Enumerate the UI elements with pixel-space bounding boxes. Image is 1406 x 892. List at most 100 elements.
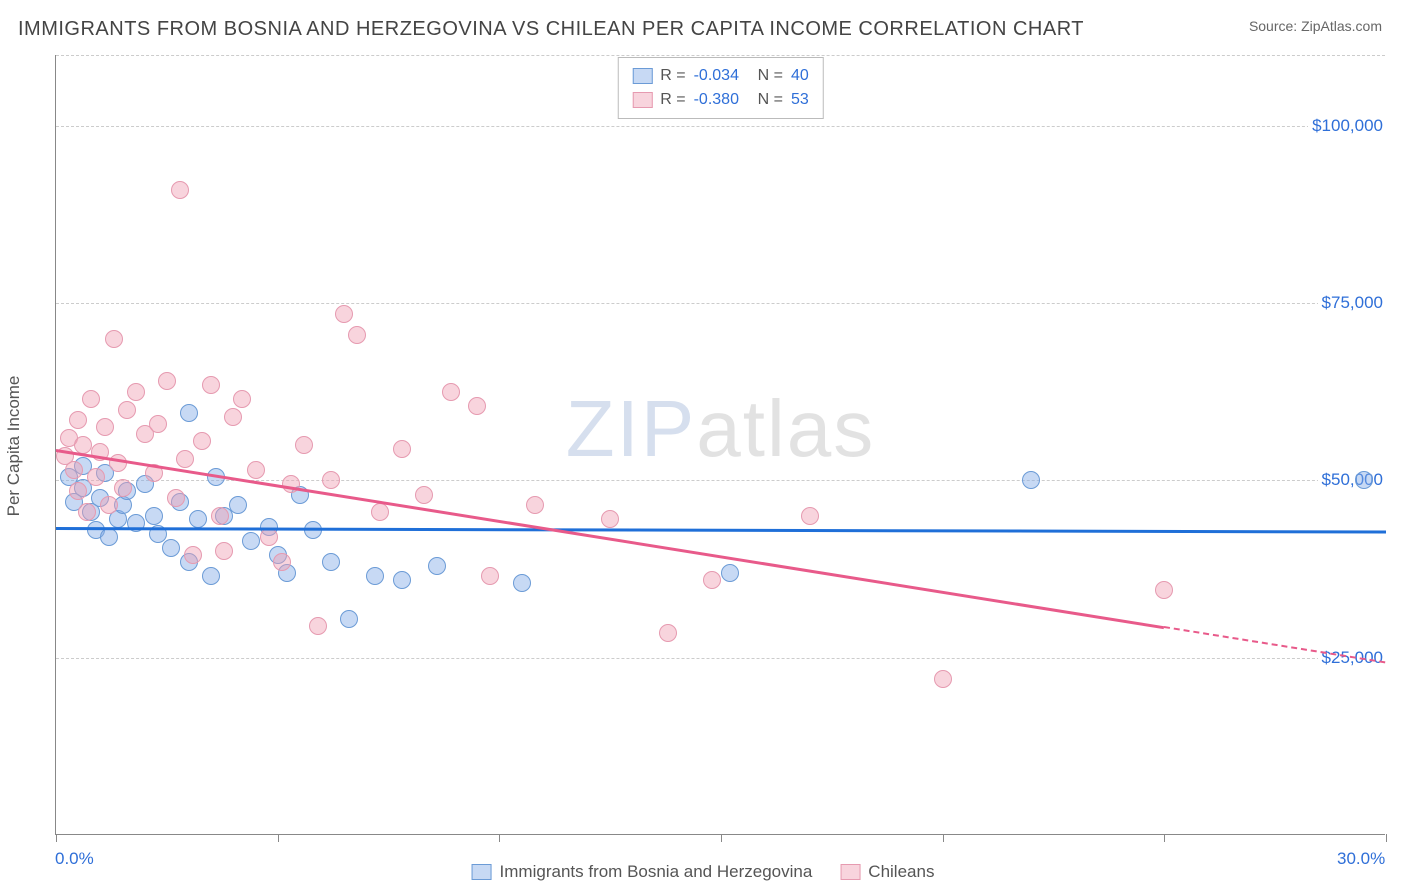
data-point-chileans xyxy=(335,305,353,323)
data-point-chileans xyxy=(659,624,677,642)
y-tick-label: $75,000 xyxy=(1318,293,1387,313)
legend-label: Immigrants from Bosnia and Herzegovina xyxy=(500,862,813,882)
data-point-bosnia xyxy=(242,532,260,550)
data-point-chileans xyxy=(393,440,411,458)
r-label: R = xyxy=(660,64,685,88)
data-point-chileans xyxy=(158,372,176,390)
data-point-chileans xyxy=(801,507,819,525)
gridline xyxy=(56,658,1385,659)
data-point-bosnia xyxy=(145,507,163,525)
r-value: -0.380 xyxy=(694,88,750,112)
data-point-chileans xyxy=(78,503,96,521)
correlation-legend: R = -0.034 N = 40R = -0.380 N = 53 xyxy=(617,57,823,119)
n-value: 40 xyxy=(791,64,809,88)
x-tick-label: 0.0% xyxy=(55,849,94,869)
data-point-chileans xyxy=(171,181,189,199)
plot-area: ZIPatlas R =-0.034N =40R =-0.380N =53 $2… xyxy=(55,55,1385,835)
data-point-bosnia xyxy=(340,610,358,628)
x-tick xyxy=(499,834,500,842)
gridline xyxy=(56,126,1385,127)
watermark: ZIPatlas xyxy=(566,383,875,475)
data-point-chileans xyxy=(1155,581,1173,599)
gridline xyxy=(56,303,1385,304)
x-tick xyxy=(1164,834,1165,842)
data-point-chileans xyxy=(322,471,340,489)
data-point-chileans xyxy=(167,489,185,507)
data-point-chileans xyxy=(442,383,460,401)
data-point-chileans xyxy=(481,567,499,585)
chart-title: IMMIGRANTS FROM BOSNIA AND HERZEGOVINA V… xyxy=(18,18,1084,41)
y-tick-label: $50,000 xyxy=(1318,470,1387,490)
data-point-chileans xyxy=(118,401,136,419)
data-point-chileans xyxy=(215,542,233,560)
data-point-chileans xyxy=(526,496,544,514)
legend-swatch xyxy=(472,864,492,880)
data-point-chileans xyxy=(184,546,202,564)
n-label: N = xyxy=(758,88,783,112)
data-point-chileans xyxy=(703,571,721,589)
data-point-chileans xyxy=(69,411,87,429)
data-point-chileans xyxy=(415,486,433,504)
gridline xyxy=(56,55,1385,56)
data-point-chileans xyxy=(109,454,127,472)
data-point-chileans xyxy=(348,326,366,344)
data-point-chileans xyxy=(233,390,251,408)
data-point-chileans xyxy=(96,418,114,436)
data-point-bosnia xyxy=(393,571,411,589)
data-point-chileans xyxy=(100,496,118,514)
trend-line-bosnia xyxy=(56,527,1386,533)
data-point-bosnia xyxy=(513,574,531,592)
data-point-chileans xyxy=(176,450,194,468)
data-point-chileans xyxy=(224,408,242,426)
legend-row-chileans: R = -0.380 N = 53 xyxy=(632,88,808,112)
data-point-chileans xyxy=(247,461,265,479)
data-point-bosnia xyxy=(180,404,198,422)
data-point-bosnia xyxy=(721,564,739,582)
data-point-chileans xyxy=(934,670,952,688)
x-tick xyxy=(721,834,722,842)
data-point-chileans xyxy=(211,507,229,525)
data-point-chileans xyxy=(105,330,123,348)
data-point-chileans xyxy=(69,482,87,500)
data-point-bosnia xyxy=(1022,471,1040,489)
data-point-chileans xyxy=(273,553,291,571)
x-tick xyxy=(56,834,57,842)
r-label: R = xyxy=(660,88,685,112)
legend-item-chileans: Chileans xyxy=(840,862,934,882)
data-point-chileans xyxy=(87,468,105,486)
data-point-chileans xyxy=(371,503,389,521)
source-label: Source: xyxy=(1249,18,1297,34)
legend-swatch xyxy=(840,864,860,880)
watermark-atlas: atlas xyxy=(696,384,875,473)
data-point-chileans xyxy=(601,510,619,528)
data-point-chileans xyxy=(114,479,132,497)
watermark-zip: ZIP xyxy=(566,384,696,473)
data-point-chileans xyxy=(149,415,167,433)
data-point-chileans xyxy=(468,397,486,415)
data-point-bosnia xyxy=(322,553,340,571)
y-axis-label: Per Capita Income xyxy=(4,376,24,517)
n-value: 53 xyxy=(791,88,809,112)
data-point-bosnia xyxy=(100,528,118,546)
data-point-bosnia xyxy=(189,510,207,528)
data-point-bosnia xyxy=(428,557,446,575)
data-point-chileans xyxy=(193,432,211,450)
data-point-chileans xyxy=(260,528,278,546)
legend-item-bosnia: Immigrants from Bosnia and Herzegovina xyxy=(472,862,813,882)
data-point-bosnia xyxy=(162,539,180,557)
legend-label: Chileans xyxy=(868,862,934,882)
data-point-chileans xyxy=(282,475,300,493)
x-tick-label: 30.0% xyxy=(1337,849,1385,869)
data-point-chileans xyxy=(295,436,313,454)
source-attribution: Source: ZipAtlas.com xyxy=(1249,18,1382,34)
series-legend: Immigrants from Bosnia and Herzegovina Ch… xyxy=(472,862,935,882)
x-tick xyxy=(1386,834,1387,842)
data-point-bosnia xyxy=(202,567,220,585)
data-point-chileans xyxy=(65,461,83,479)
legend-swatch xyxy=(632,92,652,108)
x-tick xyxy=(943,834,944,842)
data-point-chileans xyxy=(309,617,327,635)
r-value: -0.034 xyxy=(694,64,750,88)
legend-row-bosnia: R =-0.034N =40 xyxy=(632,64,808,88)
legend-swatch xyxy=(632,68,652,84)
